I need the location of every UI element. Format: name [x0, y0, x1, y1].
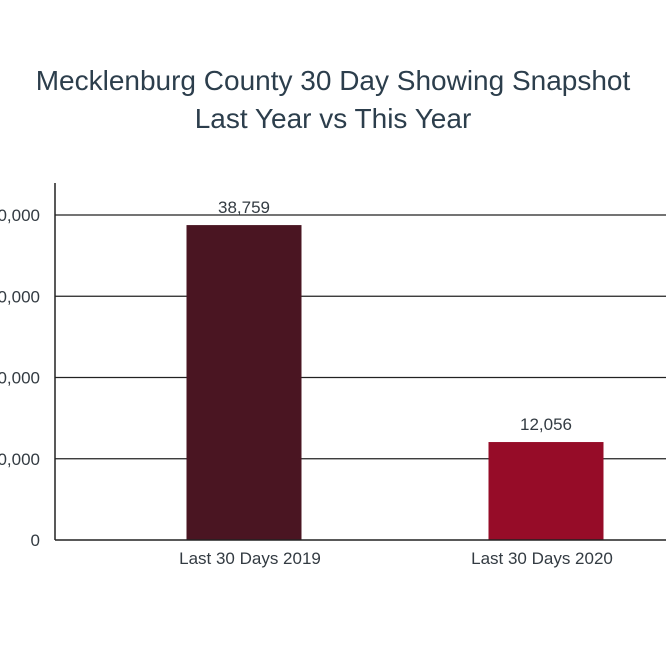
y-tick-label: 20,000 [0, 369, 40, 388]
gridlines [55, 214, 666, 460]
chart-title-line-1: Mecklenburg County 30 Day Showing Snapsh… [36, 65, 631, 96]
x-tick-label: Last 30 Days 2019 [179, 549, 321, 568]
data-label: 12,056 [520, 415, 572, 434]
chart-title-line-2: Last Year vs This Year [195, 103, 472, 134]
y-tick-label: 10,000 [0, 450, 40, 469]
x-tick-label: Last 30 Days 2020 [471, 549, 613, 568]
bar [488, 442, 604, 540]
bar [186, 225, 302, 540]
y-tick-label: 40,000 [0, 206, 40, 225]
chart-title: Mecklenburg County 30 Day Showing Snapsh… [36, 65, 631, 134]
y-tick-label: 0 [31, 531, 40, 550]
y-axis-tick-labels: 0 10,000 20,000 30,000 40,000 [0, 206, 40, 550]
y-tick-label: 30,000 [0, 287, 40, 306]
bars [186, 225, 604, 540]
data-labels: 38,759 12,056 [218, 198, 572, 434]
x-axis-tick-labels: Last 30 Days 2019 Last 30 Days 2020 [179, 549, 613, 568]
data-label: 38,759 [218, 198, 270, 217]
